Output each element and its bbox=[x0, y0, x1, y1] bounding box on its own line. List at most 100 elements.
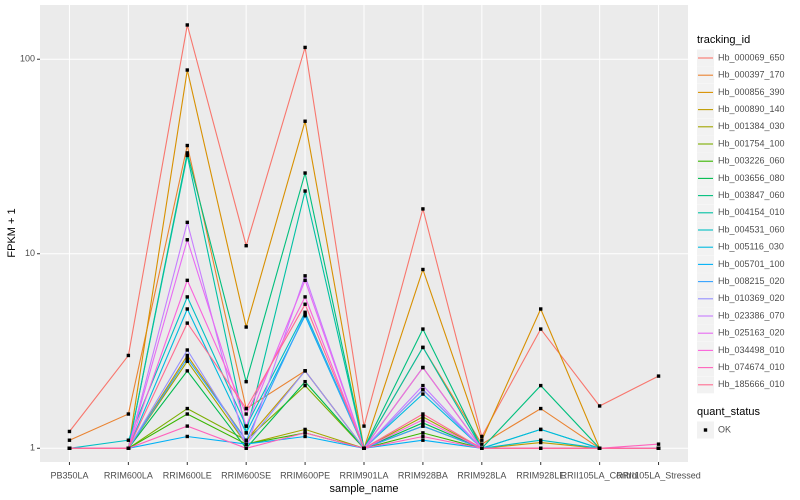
legend-label: Hb_185666_010 bbox=[718, 379, 785, 389]
data-point bbox=[185, 434, 189, 439]
data-point bbox=[539, 327, 543, 331]
data-point bbox=[185, 369, 189, 373]
legend-label: Hb_025163_020 bbox=[718, 328, 785, 338]
x-tick-label: RRIM901LA bbox=[339, 470, 388, 480]
legend-label: Hb_003226_060 bbox=[718, 156, 785, 166]
data-point bbox=[185, 359, 189, 363]
legend-label: Hb_000890_140 bbox=[718, 104, 785, 114]
data-point bbox=[421, 421, 425, 425]
data-point bbox=[185, 220, 189, 225]
data-point bbox=[303, 427, 307, 432]
legend-label: Hb_001384_030 bbox=[718, 121, 785, 131]
legend-label: Hb_000856_390 bbox=[718, 87, 785, 97]
data-point bbox=[421, 431, 425, 435]
data-point bbox=[303, 295, 307, 299]
data-point bbox=[244, 325, 248, 329]
legend-label: Hb_004531_060 bbox=[718, 224, 785, 234]
data-point bbox=[244, 431, 248, 435]
data-point bbox=[126, 446, 131, 450]
data-point bbox=[421, 267, 425, 272]
data-point bbox=[421, 365, 425, 370]
data-point bbox=[362, 446, 366, 450]
legend-label: Hb_023386_070 bbox=[718, 310, 785, 320]
data-point bbox=[185, 278, 189, 283]
data-point bbox=[303, 383, 307, 388]
data-point bbox=[126, 353, 131, 358]
data-point bbox=[597, 446, 602, 450]
data-point bbox=[244, 442, 248, 446]
data-point bbox=[185, 424, 189, 428]
data-point bbox=[244, 243, 248, 248]
data-point bbox=[185, 356, 189, 361]
data-point bbox=[303, 171, 307, 175]
x-tick-label: RRIM600LE bbox=[163, 470, 212, 480]
data-point bbox=[421, 415, 425, 419]
data-point bbox=[539, 446, 543, 450]
data-point bbox=[480, 446, 484, 450]
x-tick-label: RRIM600LA bbox=[104, 470, 153, 480]
x-tick-label: RRIM928BA bbox=[398, 470, 448, 480]
data-point bbox=[539, 427, 543, 432]
data-point bbox=[67, 446, 72, 450]
data-point bbox=[126, 438, 131, 442]
x-tick-label: RRIM600PE bbox=[280, 470, 330, 480]
data-point bbox=[421, 388, 425, 392]
data-point bbox=[421, 207, 425, 211]
data-point bbox=[362, 424, 366, 428]
data-point bbox=[185, 307, 189, 311]
data-point bbox=[303, 369, 307, 373]
data-point bbox=[303, 274, 307, 278]
data-point bbox=[185, 68, 189, 72]
legend-shape bbox=[703, 428, 708, 432]
data-point bbox=[539, 406, 543, 411]
data-point bbox=[656, 442, 661, 446]
legend-label: Hb_034498_010 bbox=[718, 345, 785, 355]
data-point bbox=[126, 412, 131, 416]
data-point bbox=[303, 379, 307, 384]
y-tick-label: 1 bbox=[30, 443, 35, 453]
legend-label: Hb_003656_080 bbox=[718, 173, 785, 183]
data-point bbox=[185, 406, 189, 411]
data-point bbox=[67, 429, 72, 434]
x-tick-label: RRIM928LE bbox=[516, 470, 565, 480]
data-point bbox=[656, 374, 661, 378]
data-point bbox=[421, 438, 425, 442]
data-point bbox=[539, 440, 543, 445]
data-point bbox=[303, 189, 307, 193]
x-tick-label: RRIM928LA bbox=[457, 470, 506, 480]
data-point bbox=[244, 379, 248, 384]
x-tick-label: RRIM600SE bbox=[221, 470, 271, 480]
legend-label: Hb_004154_010 bbox=[718, 207, 785, 217]
legend-title: tracking_id bbox=[697, 34, 750, 46]
data-point bbox=[539, 383, 543, 388]
data-point bbox=[303, 310, 307, 315]
data-point bbox=[421, 327, 425, 331]
legend-label: Hb_005701_100 bbox=[718, 259, 785, 269]
data-point bbox=[244, 406, 248, 411]
y-tick-label: 10 bbox=[25, 248, 35, 258]
data-point bbox=[67, 438, 72, 442]
data-point bbox=[480, 438, 484, 442]
data-point bbox=[303, 312, 307, 316]
data-point bbox=[185, 23, 189, 27]
data-point bbox=[185, 238, 189, 242]
data-point bbox=[303, 302, 307, 306]
data-point bbox=[185, 321, 189, 325]
data-point bbox=[421, 345, 425, 350]
legend-label: Hb_001754_100 bbox=[718, 138, 785, 148]
legend-label: Hb_000397_170 bbox=[718, 70, 785, 80]
data-point bbox=[539, 307, 543, 311]
data-point bbox=[421, 418, 425, 422]
data-point bbox=[185, 353, 189, 358]
data-point bbox=[185, 295, 189, 299]
legend-label: Hb_074674_010 bbox=[718, 362, 785, 372]
legend-label: Hb_003847_060 bbox=[718, 190, 785, 200]
data-point bbox=[421, 383, 425, 388]
data-point bbox=[421, 392, 425, 396]
data-point bbox=[421, 424, 425, 428]
y-axis-title: FPKM + 1 bbox=[6, 208, 18, 257]
data-point bbox=[303, 434, 307, 439]
legend-label: Hb_010369_020 bbox=[718, 293, 785, 303]
data-point bbox=[244, 446, 248, 450]
data-point bbox=[185, 348, 189, 352]
